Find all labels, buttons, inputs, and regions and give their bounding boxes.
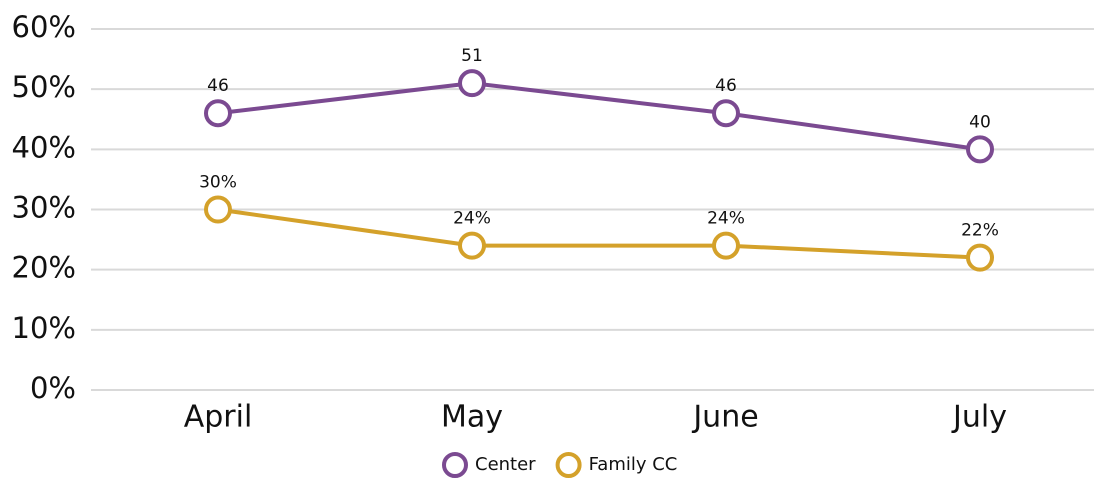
data-label: 46	[207, 76, 229, 96]
data-label: 24%	[453, 209, 491, 229]
y-tick-label: 40%	[12, 130, 76, 164]
point-marker	[458, 231, 486, 260]
point-marker	[204, 195, 232, 224]
legend-label: Family CC	[589, 454, 678, 475]
series-line	[217, 207, 981, 260]
y-tick-label: 60%	[12, 10, 76, 44]
legend-marker	[442, 452, 468, 478]
data-label: 51	[461, 46, 483, 66]
data-label: 30%	[199, 173, 237, 193]
data-label: 40	[969, 112, 991, 132]
y-tick-label: 0%	[30, 371, 76, 405]
point-marker	[712, 231, 740, 260]
legend-marker	[555, 452, 582, 478]
x-tick-label: July	[951, 400, 1007, 435]
data-label: 46	[715, 76, 737, 96]
series-line	[217, 81, 981, 152]
legend-label: Center	[475, 454, 536, 475]
point-marker	[966, 243, 994, 272]
y-tick-label: 20%	[12, 251, 76, 285]
y-tick-label: 10%	[12, 311, 76, 345]
x-tick-label: April	[184, 400, 253, 435]
point-marker	[204, 99, 232, 128]
point-marker	[966, 135, 994, 164]
x-tick-label: June	[691, 400, 758, 435]
point-marker	[712, 99, 740, 128]
point-marker	[458, 69, 486, 98]
x-tick-label: May	[441, 400, 503, 435]
y-tick-label: 30%	[12, 191, 76, 225]
data-label: 24%	[707, 209, 745, 229]
data-label: 22%	[961, 221, 999, 241]
y-tick-label: 50%	[12, 70, 76, 104]
